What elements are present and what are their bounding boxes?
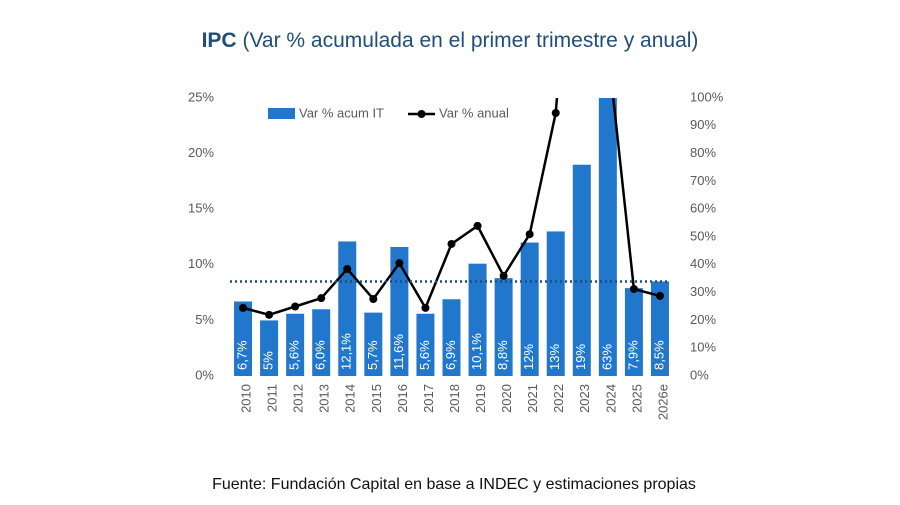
y2-tick-label: 60% [690,201,716,216]
plot-area [234,98,669,376]
line-marker [525,230,534,239]
x-tick-label: 2020 [499,384,514,413]
y2-tick-label: 10% [690,340,716,355]
x-tick-label: 2015 [369,384,384,413]
value-label: 5,6% [417,340,432,370]
value-label: 13% [547,344,562,370]
line-marker [551,109,560,118]
x-tick-label: 2018 [447,384,462,413]
value-label: 19% [573,344,588,370]
x-tick-label: 2016 [395,384,410,413]
value-label: 12,1% [339,333,354,370]
x-tick-label: 2011 [265,384,280,412]
line-marker [499,271,508,280]
value-label: 6,7% [234,340,249,370]
line-marker [265,310,274,319]
value-label: 10,1% [469,333,484,370]
bar [546,231,565,376]
y-tick-label: 5% [195,312,214,327]
y2-tick-label: 0% [690,367,709,382]
bar [650,281,669,376]
x-tick-label: 2012 [291,384,306,413]
x-tick-label: 2026e [655,384,670,420]
y-tick-label: 20% [188,145,214,160]
line-marker [317,294,326,303]
y2-tick-label: 70% [690,173,716,188]
line-marker [655,291,664,300]
value-label: 11,6% [391,334,406,370]
y2-tick-label: 20% [690,312,716,327]
value-labels: 6,7% 5% 5,6% 6,0% 12,1% 5,7% 11,6% 5,6% 6,9% 10,1… [234,333,666,370]
svg-text:IPC (Var % acumulada en el pri: IPC (Var % acumulada en el primer trimes… [202,29,699,52]
chart-title: IPC [202,29,237,52]
bar [624,288,643,376]
bar [312,309,331,376]
value-label: 5,6% [287,340,302,370]
line-marker [421,303,430,312]
line-marker [629,284,638,293]
value-label: 8,5% [651,340,666,370]
bar [286,313,305,376]
x-tick-label: 2019 [473,384,488,413]
bar [520,242,539,376]
y2-tick-label: 30% [690,284,716,299]
line-marker [395,259,404,268]
value-label: 6,9% [443,340,458,370]
y-tick-label: 15% [188,201,214,216]
y2-tick-label: 40% [690,256,716,271]
bar [416,313,435,376]
x-tick-label: 2024 [603,384,618,413]
value-label: 8,8% [495,340,510,370]
legend-swatch [268,108,295,119]
line-marker [239,303,248,312]
legend-label: Var % acum IT [299,105,384,120]
bar [572,164,591,376]
y-tick-label: 10% [188,256,214,271]
line-marker [447,239,456,248]
value-label: 5% [261,351,276,370]
bar [494,278,513,376]
y2-tick-label: 50% [690,228,716,243]
x-tick-label: 2022 [551,384,566,413]
line-marker [291,302,300,311]
source: Fuente: Fundación Capital en base a INDE… [212,476,696,493]
bar [442,299,461,376]
y-tick-label: 0% [195,367,214,382]
value-label: 6,0% [313,340,328,370]
bar [260,320,279,376]
x-tick-label: 2025 [629,384,644,413]
x-tick-label: 2017 [421,384,436,413]
bar [364,312,383,376]
x-tick-label: 2023 [577,384,592,413]
x-tick-label: 2013 [317,384,332,413]
bar [234,301,253,376]
line-marker [473,221,482,230]
bar [598,98,617,376]
y2-tick-label: 90% [690,117,716,132]
line-marker [343,264,352,273]
legend-marker [417,110,426,118]
y2-tick-label: 80% [690,145,716,160]
bar [468,263,487,376]
bar [390,247,409,376]
y-tick-label: 25% [188,89,214,104]
chart-subtitle: (Var % acumulada en el primer trimestre … [242,29,698,52]
value-label: 5,7% [365,340,380,370]
x-tick-label: 2021 [525,384,540,413]
x-tick-label: 2010 [238,384,253,413]
y2-tick-label: 100% [690,89,724,104]
line-marker [369,294,378,303]
value-label: 63% [599,344,614,370]
value-label: 7,9% [625,340,640,370]
value-label: 12% [521,344,536,370]
legend-label: Var % anual [439,105,509,120]
x-tick-label: 2014 [343,384,358,413]
